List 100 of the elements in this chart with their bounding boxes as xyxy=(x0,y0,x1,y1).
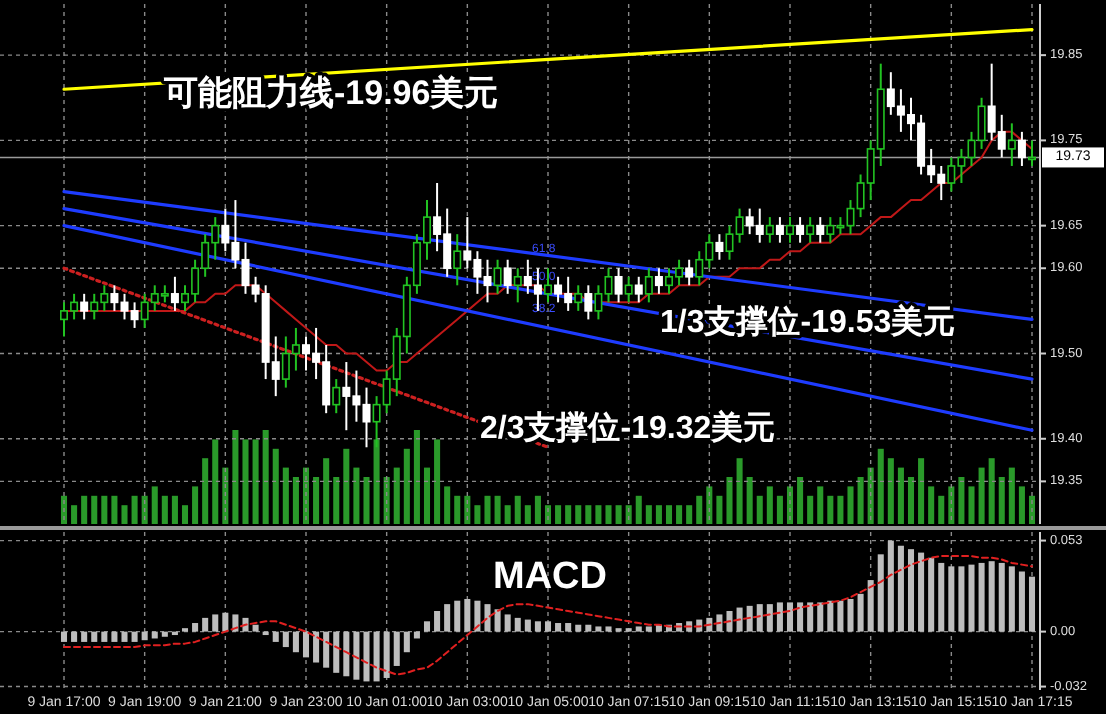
bar xyxy=(938,495,945,524)
bar xyxy=(282,631,289,648)
bar xyxy=(645,626,652,632)
bar xyxy=(383,477,390,524)
bar xyxy=(918,458,925,524)
bar xyxy=(786,602,794,632)
candlestick xyxy=(816,216,825,244)
bar xyxy=(605,626,612,632)
bar xyxy=(847,598,854,632)
bar xyxy=(716,495,723,524)
bar xyxy=(918,552,925,632)
candlestick xyxy=(513,267,522,304)
bar xyxy=(665,505,673,524)
bar xyxy=(323,458,330,524)
bar xyxy=(555,505,562,524)
bar xyxy=(111,631,118,642)
bar xyxy=(907,477,915,524)
bar xyxy=(776,495,783,524)
bar xyxy=(363,631,370,682)
bar xyxy=(403,631,410,653)
bar xyxy=(504,614,511,632)
bar xyxy=(595,505,602,524)
bar xyxy=(857,593,864,632)
bar xyxy=(131,631,138,642)
candlestick xyxy=(493,258,502,295)
bar xyxy=(978,562,985,632)
candlestick xyxy=(806,216,815,244)
bar xyxy=(474,600,481,632)
bar xyxy=(353,631,360,680)
bar xyxy=(434,439,441,524)
bar xyxy=(736,458,743,524)
candlestick xyxy=(1007,122,1016,167)
bar xyxy=(282,467,289,524)
bar xyxy=(242,439,249,524)
bar xyxy=(847,486,854,524)
bar xyxy=(897,467,904,524)
bar xyxy=(252,439,259,524)
candlestick xyxy=(614,267,623,304)
bar xyxy=(161,631,168,637)
bar xyxy=(807,602,814,632)
bar xyxy=(635,495,642,524)
bar xyxy=(1018,486,1025,524)
bar xyxy=(797,602,804,632)
bar xyxy=(817,602,824,632)
bar xyxy=(726,611,733,632)
bar xyxy=(655,505,662,524)
bar xyxy=(1008,566,1015,632)
bar xyxy=(706,486,713,524)
bar xyxy=(887,458,894,524)
bar xyxy=(958,477,965,524)
bar xyxy=(514,495,521,524)
bar xyxy=(998,477,1005,524)
bar xyxy=(726,477,733,524)
candlestick xyxy=(685,258,694,287)
candlestick xyxy=(1017,130,1026,167)
bar xyxy=(393,467,400,524)
bar xyxy=(988,561,995,632)
bar xyxy=(484,604,491,632)
bar xyxy=(292,631,299,653)
bar xyxy=(403,448,410,524)
bar xyxy=(121,631,128,642)
bar xyxy=(444,604,451,632)
bar xyxy=(756,495,763,524)
bar xyxy=(343,631,350,677)
bar xyxy=(978,467,985,524)
bar xyxy=(837,600,844,632)
bar xyxy=(625,505,632,524)
bar xyxy=(867,580,874,632)
bar xyxy=(877,554,884,632)
bar xyxy=(988,458,995,524)
bar xyxy=(676,505,683,524)
bar xyxy=(968,486,975,524)
bar xyxy=(928,486,935,524)
bar xyxy=(615,505,622,524)
line-series xyxy=(63,555,1033,676)
bar xyxy=(797,477,804,524)
bar xyxy=(595,626,602,632)
bar xyxy=(313,477,320,524)
bar xyxy=(1008,467,1015,524)
bar xyxy=(686,505,693,524)
bar xyxy=(212,439,219,524)
bar xyxy=(514,617,521,632)
bar xyxy=(1028,576,1036,632)
bar xyxy=(292,477,299,524)
bar xyxy=(91,495,98,524)
bar xyxy=(121,505,128,524)
bar xyxy=(373,631,380,682)
bar xyxy=(766,486,773,524)
candlestick xyxy=(80,292,89,321)
candlestick xyxy=(624,275,633,304)
bar xyxy=(393,631,400,666)
annotation: 可能阻力线-19.96美元 xyxy=(162,74,499,112)
bar xyxy=(716,614,723,632)
candlestick xyxy=(715,233,724,261)
candlestick xyxy=(654,267,663,295)
bar xyxy=(827,600,834,632)
bar xyxy=(746,477,753,524)
bar xyxy=(151,486,158,524)
bar xyxy=(575,505,582,524)
bar xyxy=(454,600,461,632)
